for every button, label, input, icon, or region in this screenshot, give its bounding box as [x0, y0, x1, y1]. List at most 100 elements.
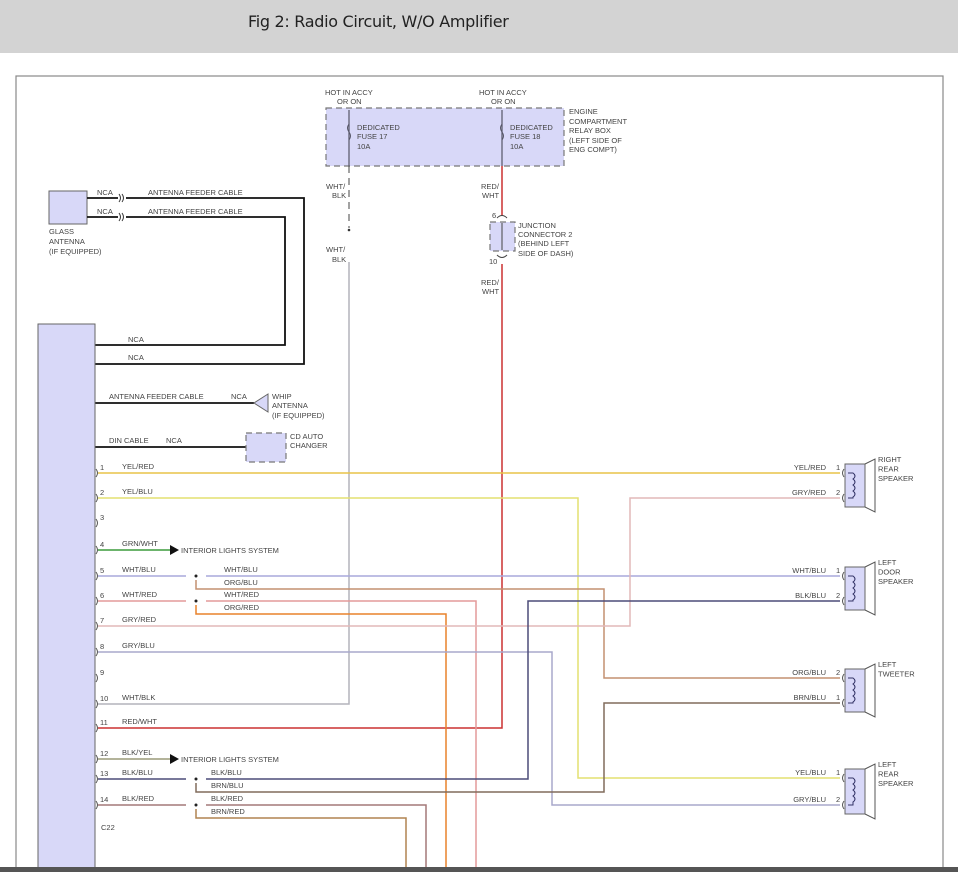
- svg-text:SIDE OF DASH): SIDE OF DASH): [518, 249, 574, 258]
- svg-text:HOT IN ACCY: HOT IN ACCY: [479, 88, 527, 97]
- pin-9: 9: [95, 668, 104, 683]
- svg-text:2: 2: [836, 795, 840, 804]
- svg-text:GRY/RED: GRY/RED: [122, 615, 157, 624]
- pin-2: 2 YEL/BLU: [95, 487, 153, 503]
- svg-text:WHT/BLK: WHT/BLK: [122, 693, 155, 702]
- svg-text:ANTENNA FEEDER CABLE: ANTENNA FEEDER CABLE: [109, 392, 204, 401]
- pin-5: 5 WHT/BLU WHT/BLU ORG/BLU: [95, 565, 258, 587]
- radio-unit: [37, 323, 96, 872]
- svg-text:ORG/BLU: ORG/BLU: [792, 668, 826, 677]
- svg-text:WHT/BLU: WHT/BLU: [122, 565, 156, 574]
- svg-text:8: 8: [100, 642, 104, 651]
- svg-text:BLK: BLK: [332, 255, 346, 264]
- svg-text:(BEHIND LEFT: (BEHIND LEFT: [518, 239, 570, 248]
- svg-text:FUSE 17: FUSE 17: [357, 132, 387, 141]
- svg-text:2: 2: [836, 488, 840, 497]
- interior-lights-label: INTERIOR LIGHTS SYSTEM: [181, 546, 279, 555]
- svg-text:BRN/RED: BRN/RED: [211, 807, 245, 816]
- svg-text:ENG COMPT): ENG COMPT): [569, 145, 617, 154]
- svg-text:NCA: NCA: [128, 353, 144, 362]
- connector-c22-label: C22: [101, 823, 115, 832]
- pin-14: 14 BLK/RED BLK/RED BRN/RED: [95, 794, 245, 816]
- svg-text:(IF EQUIPPED): (IF EQUIPPED): [272, 411, 325, 420]
- pin-7: 7 GRY/RED: [95, 615, 157, 631]
- svg-text:6: 6: [492, 211, 496, 220]
- svg-text:14: 14: [100, 795, 108, 804]
- svg-text:2: 2: [836, 591, 840, 600]
- svg-text:BRN/BLU: BRN/BLU: [793, 693, 826, 702]
- figure-title: Fig 2: Radio Circuit, W/O Amplifier: [248, 12, 509, 31]
- svg-text:ANTENNA FEEDER CABLE: ANTENNA FEEDER CABLE: [148, 207, 243, 216]
- svg-text:5: 5: [100, 566, 104, 575]
- svg-text:SPEAKER: SPEAKER: [878, 779, 914, 788]
- pin-8: 8 GRY/BLU: [95, 641, 155, 657]
- svg-text:1: 1: [836, 566, 840, 575]
- svg-text:10A: 10A: [510, 142, 523, 151]
- svg-text:ORG/RED: ORG/RED: [224, 603, 260, 612]
- svg-text:10: 10: [489, 257, 497, 266]
- fuse-17: HOT IN ACCY OR ON DEDICATED FUSE 17 10A …: [325, 88, 400, 264]
- svg-text:GRY/BLU: GRY/BLU: [793, 795, 826, 804]
- svg-text:(IF EQUIPPED): (IF EQUIPPED): [49, 247, 102, 256]
- svg-text:WHT/BLU: WHT/BLU: [224, 565, 258, 574]
- cd-auto-changer: DIN CABLE NCA CD AUTO CHANGER: [95, 432, 328, 463]
- svg-text:NCA: NCA: [128, 335, 144, 344]
- glass-antenna: GLASS ANTENNA (IF EQUIPPED) NCA NCA ANTE…: [48, 188, 305, 365]
- svg-text:11: 11: [100, 718, 108, 727]
- svg-text:BLK/BLU: BLK/BLU: [122, 768, 153, 777]
- interior-lights-label: INTERIOR LIGHTS SYSTEM: [181, 755, 279, 764]
- svg-text:BLK/RED: BLK/RED: [211, 794, 244, 803]
- svg-text:GLASS: GLASS: [49, 227, 74, 236]
- pin-11: 11 RED/WHT: [95, 717, 157, 733]
- svg-text:4: 4: [100, 540, 104, 549]
- svg-text:DOOR: DOOR: [878, 568, 901, 577]
- svg-text:WHT/: WHT/: [326, 182, 346, 191]
- pin-6: 6 WHT/RED WHT/RED ORG/RED: [95, 590, 260, 612]
- pin-4: 4 GRN/WHT: [95, 539, 158, 555]
- svg-text:LEFT: LEFT: [878, 558, 897, 567]
- svg-text:WHT: WHT: [482, 191, 499, 200]
- svg-text:BLK/YEL: BLK/YEL: [122, 748, 152, 757]
- svg-text:WHT/: WHT/: [326, 245, 346, 254]
- svg-text:SPEAKER: SPEAKER: [878, 474, 914, 483]
- header-bar: Fig 2: Radio Circuit, W/O Amplifier: [0, 0, 958, 53]
- svg-text:RED/WHT: RED/WHT: [122, 717, 157, 726]
- svg-text:RED/: RED/: [481, 182, 500, 191]
- svg-text:HOT IN ACCY: HOT IN ACCY: [325, 88, 373, 97]
- svg-text:1: 1: [836, 768, 840, 777]
- svg-text:CD AUTO: CD AUTO: [290, 432, 323, 441]
- svg-text:BLK/BLU: BLK/BLU: [795, 591, 826, 600]
- bottom-bar: [0, 867, 958, 872]
- svg-text:BLK: BLK: [332, 191, 346, 200]
- radio-connector-pins: 1 YEL/RED 2 YEL/BLU 3 4 GRN/WHT 5 WHT/BLU WHT/BLU…: [95, 462, 260, 816]
- svg-text:GRY/RED: GRY/RED: [792, 488, 827, 497]
- svg-text:LEFT: LEFT: [878, 660, 897, 669]
- diagram-frame: [15, 75, 944, 872]
- svg-text:ANTENNA: ANTENNA: [49, 237, 85, 246]
- svg-text:3: 3: [100, 513, 104, 522]
- svg-text:1: 1: [836, 463, 840, 472]
- svg-text:10: 10: [100, 694, 108, 703]
- svg-text:NCA: NCA: [97, 188, 113, 197]
- svg-text:WHT: WHT: [482, 287, 499, 296]
- svg-text:REAR: REAR: [878, 770, 899, 779]
- svg-text:LEFT: LEFT: [878, 760, 897, 769]
- svg-text:2: 2: [836, 668, 840, 677]
- svg-text:NCA: NCA: [231, 392, 247, 401]
- svg-text:CHANGER: CHANGER: [290, 441, 328, 450]
- svg-text:ANTENNA: ANTENNA: [272, 401, 308, 410]
- pin-13: 13 BLK/BLU BLK/BLU BRN/BLU: [95, 768, 244, 790]
- svg-text:RED/: RED/: [481, 278, 500, 287]
- whip-antenna: ANTENNA FEEDER CABLE NCA WHIP ANTENNA (I…: [95, 392, 325, 420]
- svg-text:YEL/RED: YEL/RED: [794, 463, 827, 472]
- svg-text:(LEFT SIDE OF: (LEFT SIDE OF: [569, 136, 622, 145]
- svg-text:BRN/BLU: BRN/BLU: [211, 781, 244, 790]
- svg-text:2: 2: [100, 488, 104, 497]
- svg-text:GRY/BLU: GRY/BLU: [122, 641, 155, 650]
- svg-text:12: 12: [100, 749, 108, 758]
- pin-10: 10 WHT/BLK: [95, 693, 155, 709]
